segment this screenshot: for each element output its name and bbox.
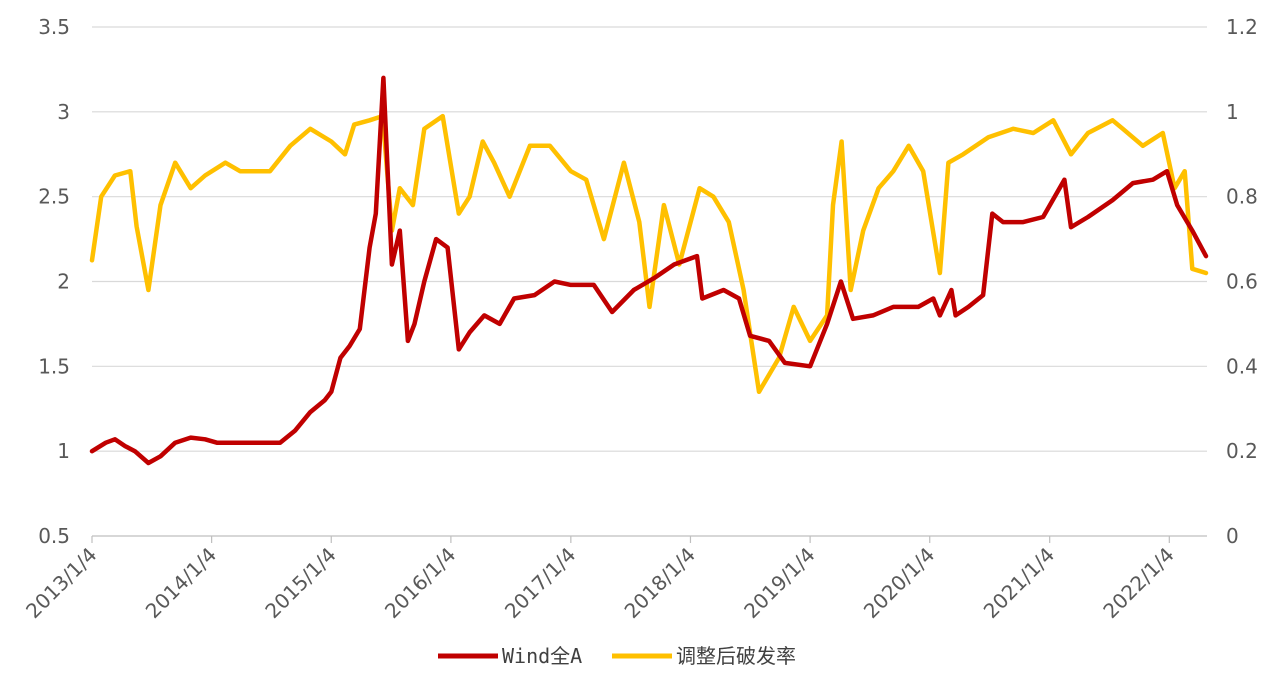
y-right-tick-label: 1 — [1226, 100, 1239, 124]
x-tick-label: 2015/1/4 — [260, 543, 340, 623]
series-line-adjusted-break-rate — [89, 113, 1209, 395]
x-tick-label: 2022/1/4 — [1098, 543, 1178, 623]
y-left-tick-label: 3.5 — [38, 15, 70, 39]
y-left-tick-label: 0.5 — [38, 524, 70, 548]
legend: Wind全A 调整后破发率 — [438, 644, 796, 668]
y-right-tick-label: 0.4 — [1226, 354, 1258, 378]
gridlines — [92, 26, 1207, 452]
x-tick-label: 2017/1/4 — [500, 543, 580, 623]
x-tick-label: 2020/1/4 — [859, 543, 939, 623]
x-tick-label: 2016/1/4 — [380, 543, 460, 623]
left-y-axis: 0.5 1 1.5 2 2.5 3 3.5 — [38, 15, 70, 548]
x-tick-label: 2021/1/4 — [979, 543, 1059, 623]
y-left-tick-label: 3 — [57, 100, 70, 124]
series-line-wind-all-a — [89, 75, 1209, 466]
y-right-tick-label: 1.2 — [1226, 15, 1258, 39]
y-right-tick-label: 0.2 — [1226, 439, 1258, 463]
x-tick-label: 2018/1/4 — [620, 543, 700, 623]
x-tick-label: 2013/1/4 — [21, 543, 101, 623]
y-right-tick-label: 0.6 — [1226, 270, 1258, 294]
y-left-tick-label: 2 — [57, 270, 70, 294]
right-y-axis: 0 0.2 0.4 0.6 0.8 1 1.2 — [1226, 15, 1258, 548]
series-lines — [89, 75, 1209, 466]
legend-label: Wind全A — [502, 644, 582, 668]
y-left-tick-label: 1 — [57, 439, 70, 463]
x-tick-label: 2019/1/4 — [739, 543, 819, 623]
y-right-tick-label: 0.8 — [1226, 185, 1258, 209]
x-tick-label: 2014/1/4 — [141, 543, 221, 623]
y-left-tick-label: 1.5 — [38, 354, 70, 378]
y-right-tick-label: 0 — [1226, 524, 1239, 548]
legend-label: 调整后破发率 — [676, 644, 796, 668]
x-axis: 2013/1/4 2014/1/4 2015/1/4 2016/1/4 2017/1/4… — [21, 535, 1207, 623]
y-left-tick-label: 2.5 — [38, 185, 70, 209]
